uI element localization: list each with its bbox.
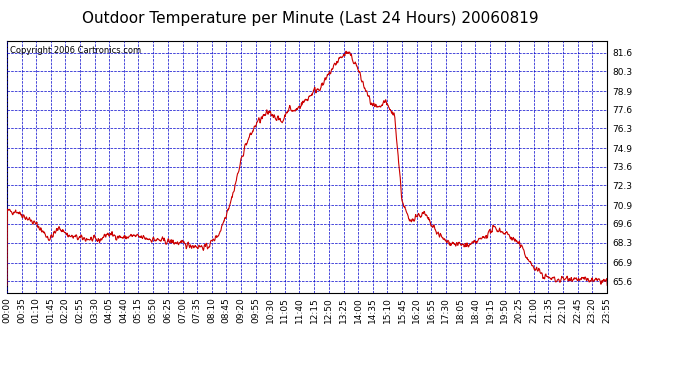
Text: Outdoor Temperature per Minute (Last 24 Hours) 20060819: Outdoor Temperature per Minute (Last 24 … bbox=[82, 11, 539, 26]
Text: Copyright 2006 Cartronics.com: Copyright 2006 Cartronics.com bbox=[10, 46, 141, 55]
